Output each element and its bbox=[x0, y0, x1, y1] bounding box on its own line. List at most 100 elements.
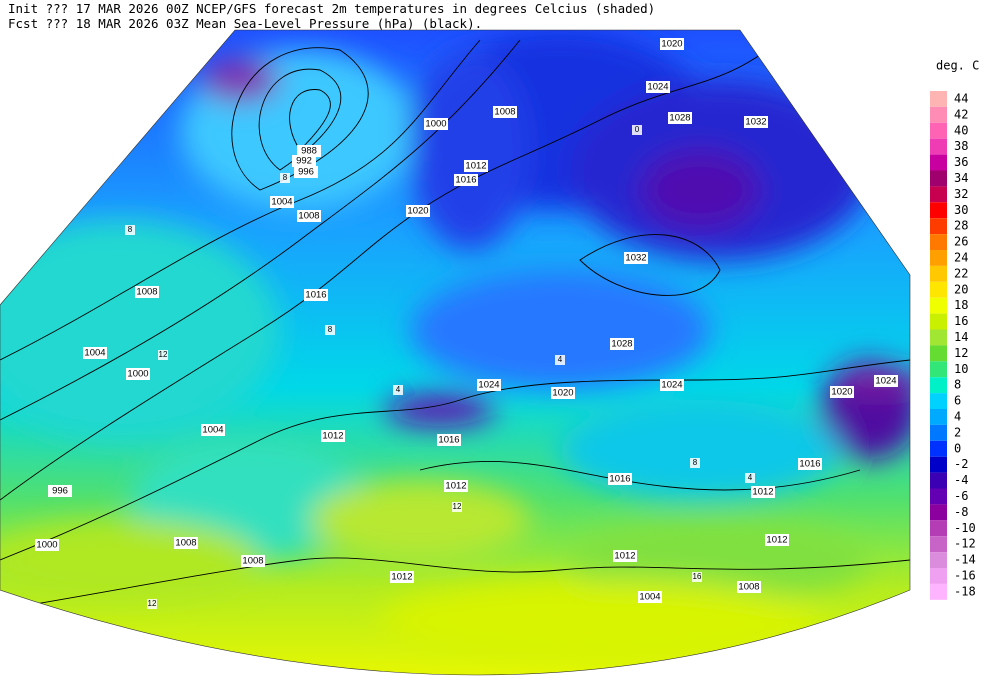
legend-swatch bbox=[930, 536, 947, 553]
isobar-label-box bbox=[174, 537, 198, 549]
isobar-label-text: 1004 bbox=[639, 592, 660, 603]
isobar-label-box bbox=[874, 375, 898, 387]
isobar-label-text: 1016 bbox=[438, 435, 459, 446]
legend-swatch bbox=[930, 377, 947, 394]
legend-label: -16 bbox=[954, 568, 976, 582]
isobar-label-box bbox=[297, 210, 321, 222]
isobar-label: 996 bbox=[294, 166, 318, 178]
isobar-label-box bbox=[660, 38, 684, 50]
isobar-label-text: 1016 bbox=[609, 474, 630, 485]
temperature-label: 12 bbox=[453, 502, 462, 511]
isobar-label-text: 1012 bbox=[445, 481, 466, 492]
legend-swatch bbox=[930, 138, 947, 155]
legend-swatch bbox=[930, 472, 947, 489]
legend-swatch bbox=[930, 488, 947, 505]
isobar-label-text: 1024 bbox=[647, 82, 668, 93]
isobar-label-box bbox=[613, 550, 637, 562]
isobar-label: 1012 bbox=[444, 480, 468, 492]
temperature-label-box bbox=[690, 458, 700, 468]
legend-swatch bbox=[930, 440, 947, 457]
legend-label: -14 bbox=[954, 553, 976, 567]
temperature-label: 0 bbox=[635, 125, 640, 134]
legend-label: 22 bbox=[954, 266, 968, 280]
legend-label: -4 bbox=[954, 473, 968, 487]
isobar-label-box bbox=[646, 81, 670, 93]
isobar-label-box bbox=[35, 539, 59, 551]
legend-label: 24 bbox=[954, 250, 968, 264]
isobar-label: 1028 bbox=[668, 112, 692, 124]
temperature-label-box bbox=[393, 385, 403, 395]
isobar-label-box bbox=[390, 571, 414, 583]
isobar-label-text: 1004 bbox=[202, 425, 223, 436]
legend-swatch bbox=[930, 250, 947, 266]
legend-label: 14 bbox=[954, 330, 968, 344]
isobar-label: 1008 bbox=[135, 286, 159, 298]
isobar-label-box bbox=[744, 116, 768, 128]
isobar-label: 1016 bbox=[798, 458, 822, 470]
legend-swatch bbox=[930, 313, 947, 330]
isobar-label-text: 992 bbox=[296, 156, 312, 167]
temperature-label-box bbox=[125, 225, 135, 235]
isobar-label: 992 bbox=[292, 155, 316, 167]
temperature-label: 8 bbox=[283, 173, 288, 182]
legend-swatch bbox=[930, 329, 947, 346]
legend-swatch bbox=[930, 424, 947, 441]
isobar-label: 1024 bbox=[646, 81, 670, 93]
legend-swatch bbox=[930, 456, 947, 473]
isobar-label: 1008 bbox=[737, 581, 761, 593]
isobar-label-box bbox=[437, 434, 461, 446]
isobar-label-box bbox=[297, 145, 321, 157]
temperature-label: 12 bbox=[148, 599, 157, 608]
temperature-label-box bbox=[280, 173, 290, 183]
isobar-label-text: 1012 bbox=[766, 535, 787, 546]
temperature-label: 4 bbox=[748, 473, 753, 482]
temperature-label-box bbox=[632, 125, 642, 135]
legend-label: 30 bbox=[954, 203, 968, 217]
legend-title: deg. C bbox=[936, 59, 979, 73]
isobar-label-box bbox=[638, 591, 662, 603]
isobar-label-box bbox=[292, 155, 316, 167]
map-area: 1020 1024 1028 1032 1032 1000 1008 1012 1016 1020… bbox=[0, 30, 910, 675]
temperature-label-box bbox=[692, 572, 702, 582]
temperature-label-box bbox=[745, 473, 755, 483]
isobar-label-text: 1012 bbox=[391, 572, 412, 583]
isobar-label: 1020 bbox=[551, 387, 575, 399]
isobar-label-text: 1012 bbox=[322, 431, 343, 442]
isobar-label: 1020 bbox=[660, 38, 684, 50]
legend-swatch bbox=[930, 106, 947, 123]
temperature-label: 8 bbox=[128, 225, 133, 234]
legend-swatch bbox=[930, 393, 947, 409]
isobar-label-box bbox=[424, 118, 448, 130]
isobar-label: 1000 bbox=[424, 118, 448, 130]
isobar-label-text: 996 bbox=[298, 167, 314, 178]
isobar-label-text: 1028 bbox=[611, 339, 632, 350]
isobar-label: 1016 bbox=[437, 434, 461, 446]
isobar-label-box bbox=[321, 430, 345, 442]
isobar-label-text: 1012 bbox=[465, 161, 486, 172]
isobar-label-box bbox=[241, 555, 265, 567]
isobar-label: 1012 bbox=[765, 534, 789, 546]
legend-label: -12 bbox=[954, 537, 976, 551]
isobar-label: 1004 bbox=[83, 347, 107, 359]
isobar-label-box bbox=[126, 368, 150, 380]
temperature-label: 4 bbox=[558, 355, 563, 364]
isobar-label-box bbox=[737, 581, 761, 593]
isobar-label: 1008 bbox=[297, 210, 321, 222]
legend-label: 18 bbox=[954, 298, 968, 312]
temperature-label-box bbox=[555, 355, 565, 365]
isobar-label-box bbox=[406, 205, 430, 217]
legend-swatch bbox=[930, 568, 947, 584]
isobar-label-text: 1008 bbox=[136, 287, 157, 298]
isobar-label: 1020 bbox=[830, 386, 854, 398]
isobar-label-text: 1020 bbox=[831, 387, 852, 398]
isobar-label-box bbox=[454, 174, 478, 186]
legend-label: -18 bbox=[954, 584, 976, 598]
isobar-label: 1012 bbox=[390, 571, 414, 583]
isobar-label: 1016 bbox=[454, 174, 478, 186]
legend-label: 26 bbox=[954, 235, 968, 249]
legend-swatch bbox=[930, 520, 947, 537]
legend-label: -10 bbox=[954, 521, 976, 535]
temperature-label: 12 bbox=[159, 350, 168, 359]
